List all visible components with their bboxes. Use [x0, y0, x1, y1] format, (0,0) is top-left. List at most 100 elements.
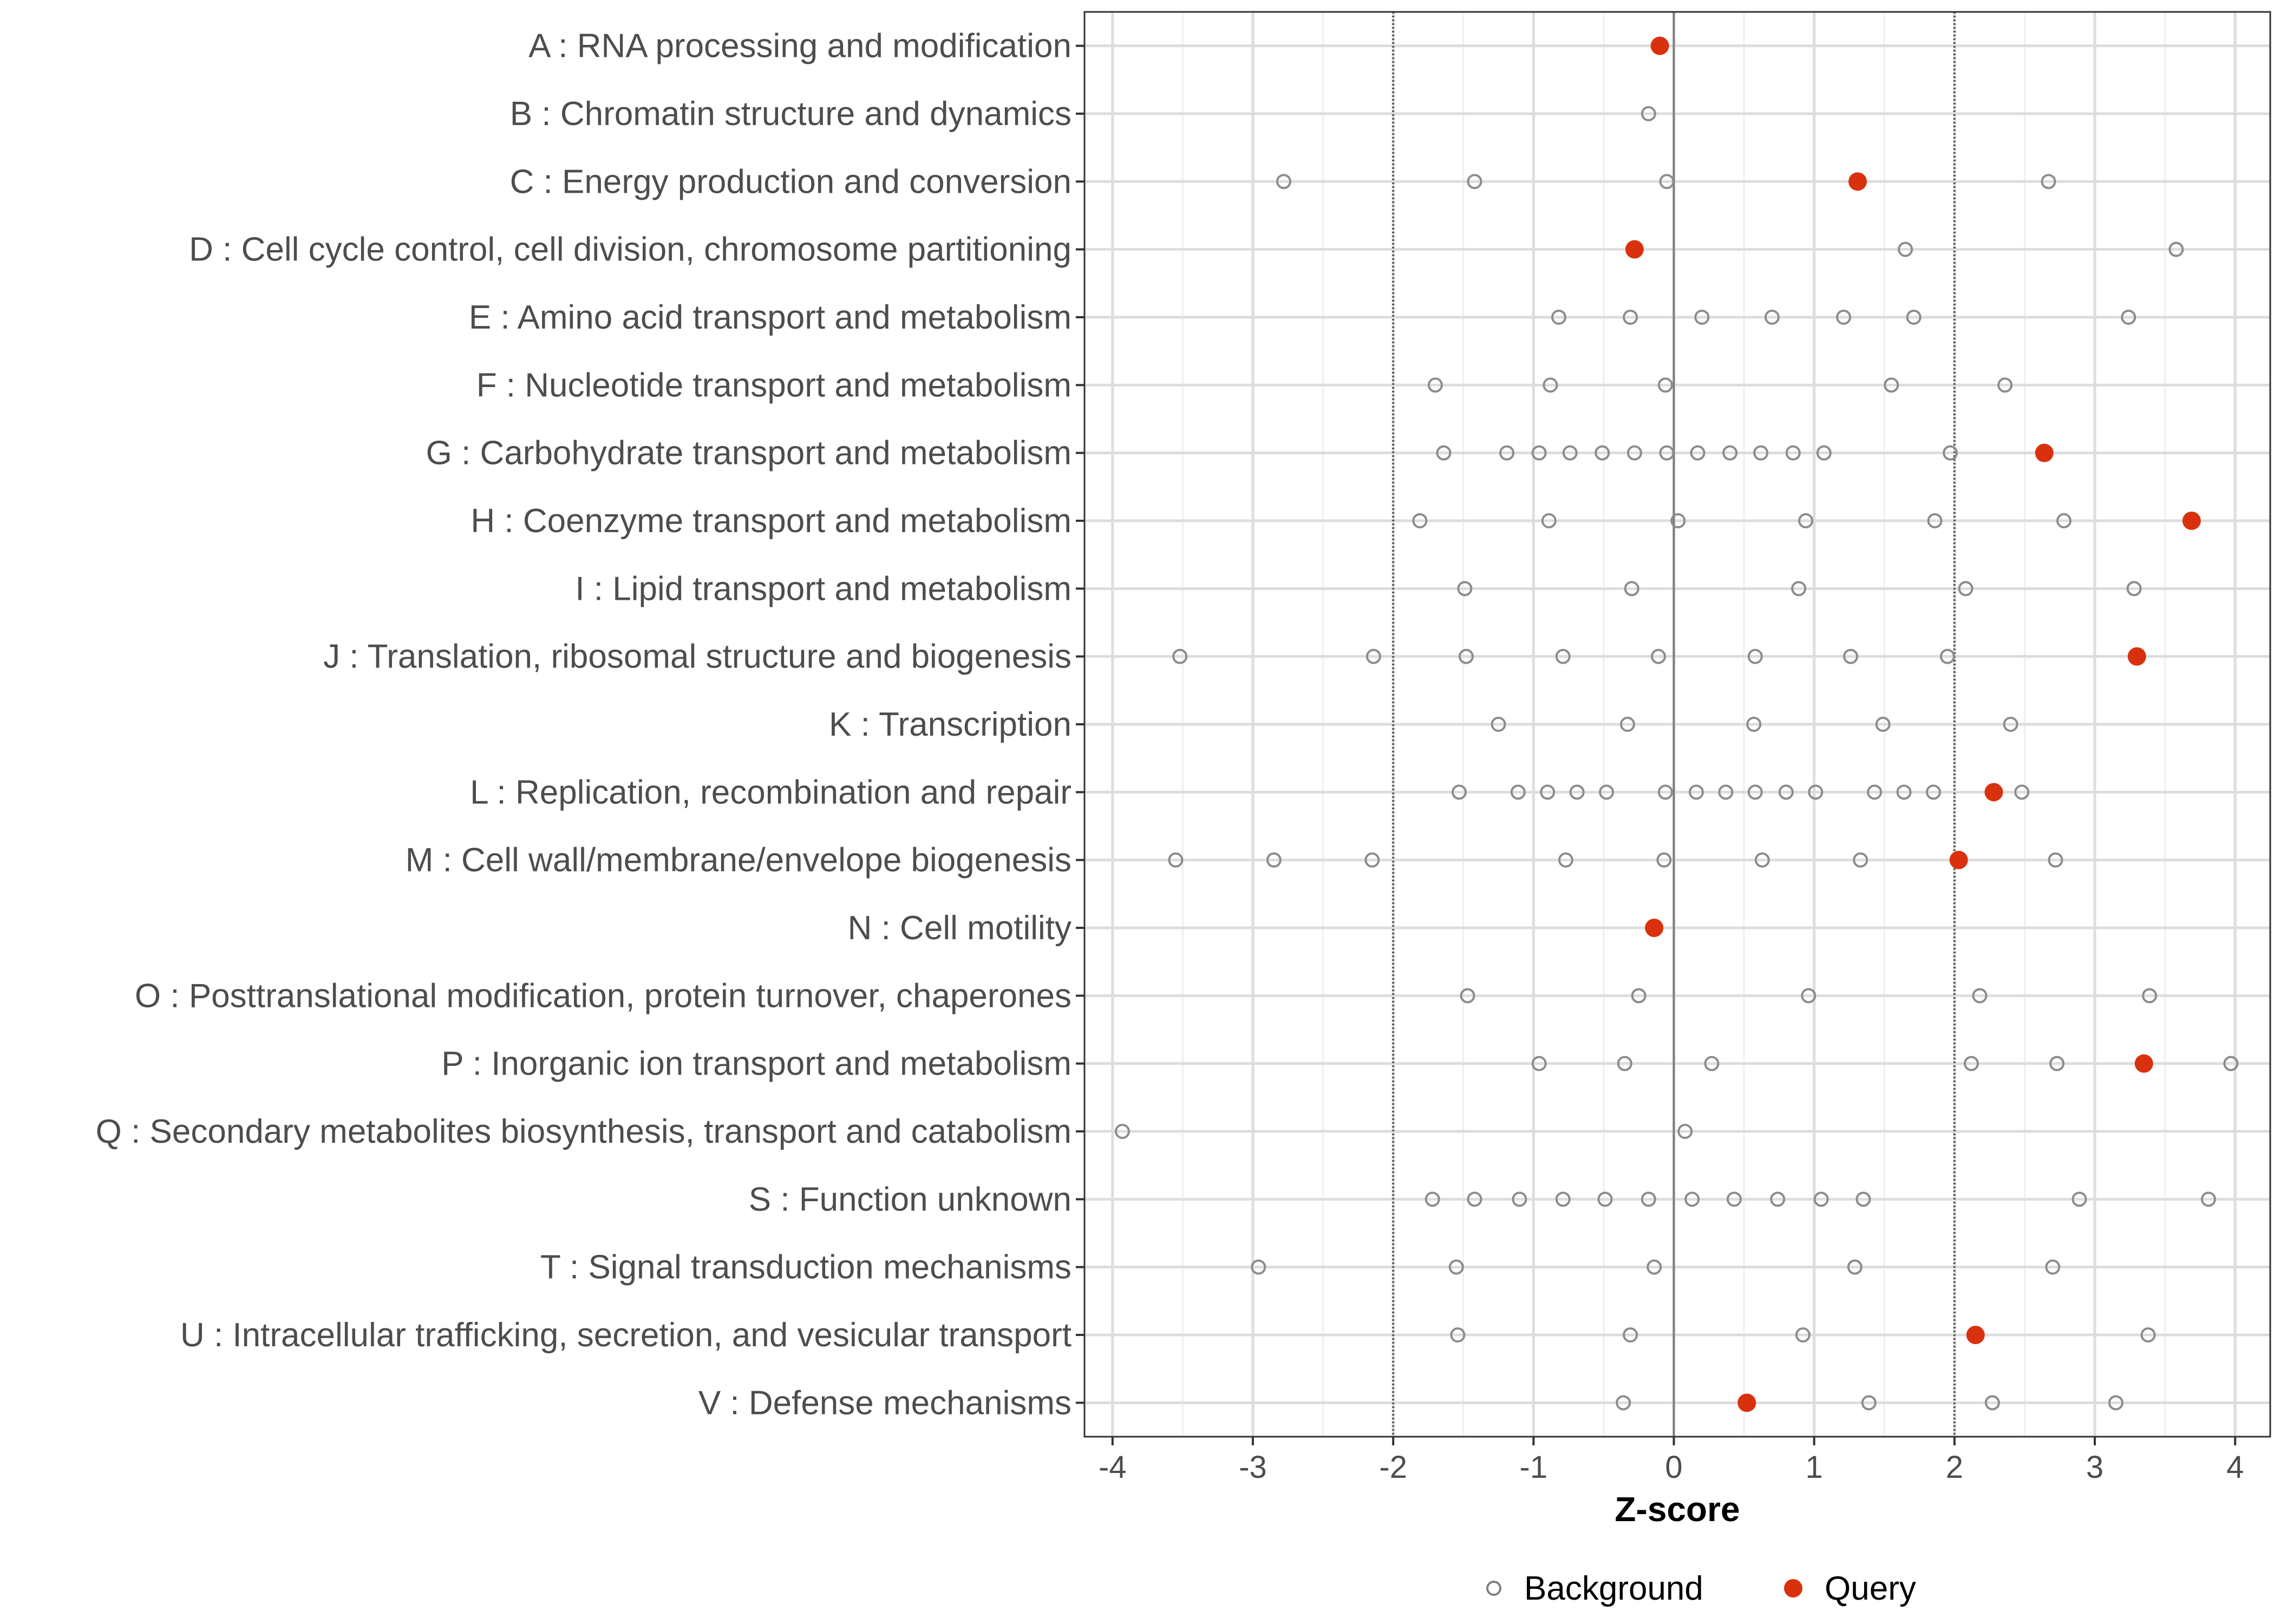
x-tick-label: 2 — [1946, 1450, 1963, 1485]
background-point — [1458, 649, 1474, 664]
x-tick-label: -4 — [1099, 1450, 1127, 1485]
query-point — [2035, 443, 2054, 462]
horizontal-gridlines — [1084, 44, 2270, 1404]
background-point — [1896, 784, 1912, 800]
x-tick-label: 4 — [2226, 1450, 2244, 1485]
background-point — [1599, 784, 1615, 800]
x-tick-label: -1 — [1520, 1450, 1548, 1485]
category-label: A : RNA processing and modification — [528, 28, 1071, 65]
background-point — [1448, 1259, 1464, 1275]
background-point — [2168, 241, 2184, 257]
category-label: C : Energy production and conversion — [510, 163, 1071, 200]
legend: Background Query — [1486, 1570, 1916, 1607]
x-tick-label: 1 — [1806, 1450, 1823, 1485]
background-point — [1450, 1327, 1466, 1343]
query-point — [1949, 850, 1968, 869]
query-point — [1650, 36, 1669, 55]
background-point — [1168, 852, 1184, 868]
category-label: G : Carbohydrate transport and metabolis… — [426, 435, 1071, 472]
background-point — [1984, 1395, 2000, 1411]
background-point — [1659, 174, 1675, 189]
background-point — [1412, 513, 1428, 528]
category-label: L : Replication, recombination and repai… — [470, 774, 1071, 811]
background-point — [1688, 784, 1704, 800]
background-point — [2140, 1327, 2156, 1343]
background-point — [1963, 1056, 1979, 1071]
background-point — [1836, 310, 1852, 325]
legend-query-marker — [1784, 1579, 1802, 1597]
background-point — [1555, 649, 1571, 664]
query-point — [1984, 783, 2003, 802]
background-point — [1997, 377, 2013, 393]
background-point — [1365, 649, 1381, 664]
category-label: U : Intracellular trafficking, secretion… — [180, 1317, 1071, 1354]
background-point — [1853, 852, 1868, 868]
background-point — [1801, 988, 1816, 1004]
background-point — [1694, 310, 1710, 325]
background-point — [1861, 1395, 1877, 1411]
category-label: E : Amino acid transport and metabolism — [469, 299, 1071, 336]
background-point — [1364, 852, 1380, 868]
legend-query-label: Query — [1825, 1570, 1916, 1607]
query-point — [2134, 1054, 2153, 1073]
legend-background-label: Background — [1524, 1570, 1703, 1607]
background-point — [1925, 784, 1941, 800]
background-point — [1754, 852, 1770, 868]
background-point — [1617, 1056, 1632, 1071]
background-point — [1626, 445, 1642, 461]
background-point — [1467, 174, 1482, 189]
background-point — [1656, 852, 1672, 868]
category-label: S : Function unknown — [749, 1181, 1071, 1218]
category-label: K : Transcription — [829, 706, 1071, 743]
background-point — [1770, 1191, 1786, 1207]
background-point — [1562, 445, 1578, 461]
background-point — [1958, 581, 1974, 597]
background-point — [1764, 310, 1780, 325]
background-point — [1424, 1191, 1440, 1207]
x-tick-label: -3 — [1239, 1450, 1267, 1485]
background-point — [1595, 445, 1610, 461]
query-points — [1625, 36, 2201, 1412]
background-point — [1451, 784, 1467, 800]
background-point — [2045, 1259, 2061, 1275]
legend-background-marker — [1486, 1581, 1501, 1596]
background-point — [2223, 1056, 2239, 1071]
background-point — [1847, 1259, 1863, 1275]
background-point — [1616, 1395, 1631, 1411]
background-point — [1906, 310, 1922, 325]
background-point — [1785, 445, 1801, 461]
background-point — [1808, 784, 1824, 800]
background-point — [1541, 513, 1557, 528]
category-label: Q : Secondary metabolites biosynthesis, … — [96, 1113, 1071, 1150]
background-point — [1943, 445, 1958, 461]
background-point — [2108, 1395, 2123, 1411]
background-point — [1753, 445, 1769, 461]
background-point — [1623, 1327, 1638, 1343]
background-point — [1816, 445, 1832, 461]
background-point — [1512, 1191, 1527, 1207]
background-point — [1651, 649, 1667, 664]
category-label: H : Coenzyme transport and metabolism — [471, 502, 1071, 540]
background-point — [1795, 1327, 1811, 1343]
background-point — [2049, 1056, 2065, 1071]
background-point — [2072, 1191, 2087, 1207]
background-point — [1726, 1191, 1742, 1207]
category-label: P : Inorganic ion transport and metaboli… — [441, 1045, 1071, 1083]
background-point — [1555, 1191, 1571, 1207]
background-point — [1558, 852, 1573, 868]
query-point — [1625, 240, 1644, 259]
background-point — [1266, 852, 1282, 868]
background-point — [1657, 377, 1673, 393]
x-axis: -4 -3 -2 -1 0 1 2 3 4 — [1099, 1437, 2244, 1485]
background-point — [1631, 988, 1646, 1004]
background-point — [1276, 174, 1292, 189]
background-point — [1898, 241, 1913, 257]
background-point — [1114, 1124, 1130, 1139]
background-point — [1659, 445, 1675, 461]
background-point — [1597, 1191, 1613, 1207]
query-point — [2182, 512, 2201, 530]
background-point — [1551, 310, 1566, 325]
background-point — [1747, 649, 1763, 664]
background-point — [1657, 784, 1673, 800]
